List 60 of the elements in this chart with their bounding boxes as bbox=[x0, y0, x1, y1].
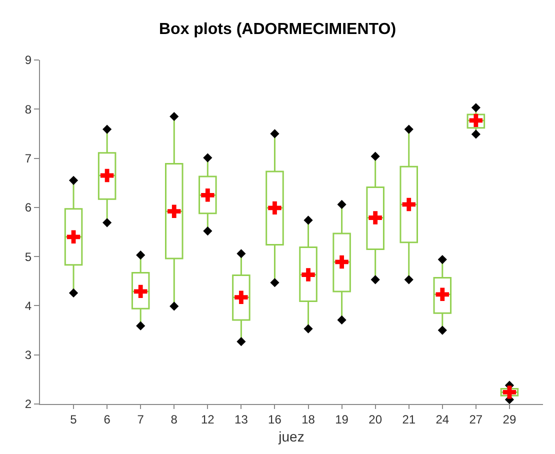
point bbox=[270, 278, 280, 288]
point bbox=[236, 337, 246, 346]
y-tick-label: 7 bbox=[24, 151, 32, 166]
x-tick-label: 19 bbox=[335, 412, 349, 426]
x-tick-label: 8 bbox=[170, 412, 178, 426]
y-tick-label: 8 bbox=[24, 102, 32, 116]
point bbox=[68, 288, 78, 298]
point bbox=[404, 275, 414, 284]
point bbox=[68, 176, 78, 185]
y-tick-label: 2 bbox=[24, 397, 32, 412]
point bbox=[337, 200, 346, 210]
point bbox=[236, 249, 246, 258]
y-tick-label: 6 bbox=[24, 200, 32, 215]
point bbox=[170, 112, 179, 122]
y-tick-label: 5 bbox=[24, 250, 32, 264]
point bbox=[136, 321, 146, 330]
point bbox=[304, 324, 313, 334]
point bbox=[102, 218, 112, 228]
x-tick-label: 29 bbox=[502, 412, 516, 426]
point bbox=[335, 255, 348, 269]
x-tick-label: 6 bbox=[104, 412, 111, 426]
point bbox=[134, 284, 148, 298]
point bbox=[370, 275, 380, 284]
x-tick-label: 7 bbox=[137, 412, 144, 426]
x-tick-label: 12 bbox=[200, 412, 215, 426]
y-tick-label: 4 bbox=[24, 298, 32, 313]
x-tick-label: 16 bbox=[268, 412, 282, 426]
point bbox=[268, 201, 282, 215]
point bbox=[203, 226, 212, 236]
point bbox=[302, 268, 315, 282]
x-tick-label: 20 bbox=[368, 412, 382, 426]
point bbox=[66, 230, 80, 244]
point bbox=[436, 288, 449, 302]
point bbox=[170, 302, 179, 311]
point bbox=[304, 216, 313, 225]
point bbox=[234, 290, 248, 304]
point bbox=[438, 254, 447, 264]
point bbox=[203, 153, 212, 162]
point bbox=[201, 188, 214, 202]
point bbox=[102, 124, 112, 134]
y-tick-label: 3 bbox=[24, 348, 32, 362]
point bbox=[337, 315, 346, 325]
x-tick-label: 21 bbox=[402, 412, 416, 426]
point bbox=[100, 168, 114, 182]
point bbox=[370, 152, 380, 161]
y-tick-label: 9 bbox=[24, 53, 32, 68]
x-tick-label: 18 bbox=[302, 412, 316, 426]
point bbox=[404, 124, 414, 134]
x-tick-label: 13 bbox=[234, 412, 248, 426]
chart-title: Box plots (ADORMECIMIENTO) bbox=[158, 20, 396, 38]
point bbox=[438, 326, 447, 335]
x-tick-label: 27 bbox=[469, 412, 483, 426]
point bbox=[402, 198, 416, 212]
point bbox=[270, 129, 280, 138]
x-tick-label: 5 bbox=[70, 412, 78, 426]
x-axis-title: juez bbox=[278, 428, 304, 445]
point bbox=[168, 204, 181, 218]
x-tick-label: 24 bbox=[436, 412, 450, 426]
point bbox=[136, 250, 146, 260]
point bbox=[368, 211, 382, 224]
